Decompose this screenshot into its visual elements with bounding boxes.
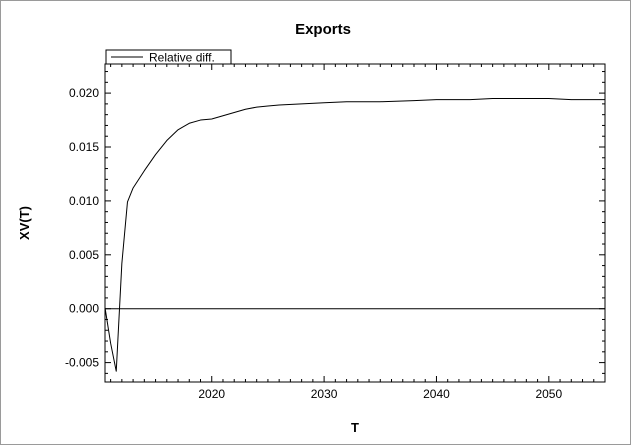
- y-tick-label: 0.010: [69, 194, 99, 208]
- y-tick-label: -0.005: [65, 356, 99, 370]
- legend-label: Relative diff.: [149, 51, 215, 65]
- y-tick-label: 0.005: [69, 248, 99, 262]
- x-axis-title: T: [351, 420, 359, 435]
- legend-box: [105, 49, 232, 65]
- x-tick-label: 2040: [423, 387, 450, 401]
- legend: Relative diff.: [105, 49, 232, 65]
- x-axis-ticks: 2020 2030 2040 2050: [110, 64, 606, 401]
- chart-title: Exports: [295, 21, 351, 38]
- x-tick-label: 2050: [535, 387, 562, 401]
- x-tick-label: 2030: [311, 387, 338, 401]
- x-tick-label: 2020: [198, 387, 225, 401]
- series-line-relative-diff: [104, 97, 605, 372]
- y-tick-label: 0.020: [69, 86, 99, 100]
- y-tick-label: 0.015: [69, 140, 99, 154]
- y-axis-title: XV(T): [17, 206, 32, 240]
- series-group: [104, 97, 605, 372]
- plot-area: [104, 63, 606, 383]
- y-tick-label: 0.000: [69, 302, 99, 316]
- y-axis-ticks: -0.005 0.000 0.005 0.010 0.015 0.020: [65, 71, 605, 374]
